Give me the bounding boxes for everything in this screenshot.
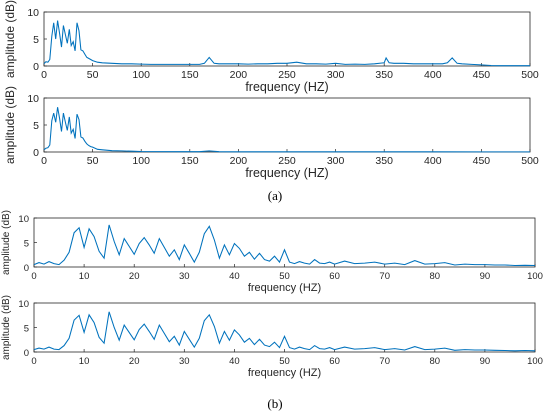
y-tick-label: 5 [24,239,29,250]
x-tick-label: 200 [230,69,248,81]
y-tick-label: 10 [27,7,39,19]
x-tick-label: 0 [31,271,36,282]
x-tick-label: 50 [87,69,99,81]
x-tick-label: 100 [527,356,543,367]
y-tick-label: 10 [18,214,29,225]
x-tick-label: 100 [527,271,543,282]
x-tick-label: 50 [279,271,290,282]
x-tick-label: 350 [375,155,393,167]
x-tick-label: 70 [379,356,390,367]
x-tick-label: 150 [181,69,199,81]
x-tick-label: 40 [229,356,240,367]
x-tick-label: 400 [424,155,442,167]
x-axis-label: frequency (HZ) [245,80,328,94]
x-tick-label: 80 [430,356,441,367]
x-tick-label: 10 [79,356,90,367]
x-tick-label: 40 [229,271,240,282]
x-tick-label: 30 [179,271,190,282]
x-tick-label: 0 [41,155,47,167]
series-line [33,224,536,267]
y-tick-label: 10 [18,299,29,310]
x-tick-label: 90 [480,356,491,367]
x-tick-label: 450 [473,69,491,81]
x-tick-label: 200 [230,155,248,167]
x-tick-label: 20 [129,271,140,282]
x-axis-label: frequency (HZ) [248,282,321,294]
x-tick-label: 500 [521,155,539,167]
caption-a: (a) [268,188,282,203]
y-tick-label: 0 [24,348,29,359]
x-tick-label: 100 [132,69,150,81]
x-tick-label: 300 [327,155,345,167]
y-tick-label: 5 [24,324,29,335]
series-line [43,107,530,153]
x-tick-label: 80 [430,271,441,282]
y-tick-label: 10 [27,93,39,105]
x-tick-label: 250 [278,69,296,81]
x-tick-label: 300 [327,69,345,81]
x-tick-label: 60 [329,356,340,367]
x-tick-label: 50 [87,155,99,167]
x-tick-label: 70 [379,271,390,282]
y-axis-label: amplitude (dB) [1,210,12,275]
x-tick-label: 400 [424,69,442,81]
y-tick-label: 0 [33,147,39,159]
y-axis-label: amplitude (dB) [3,0,17,78]
x-tick-label: 10 [79,271,90,282]
x-axis-label: frequency (HZ) [248,367,321,379]
y-axis-label: amplitude (dB) [3,86,17,164]
chart-a-top: 0 50 100 150 200 250 300 350 400 450 500 0 5 10 freque… [3,0,539,94]
plot-area [43,11,531,67]
x-tick-label: 500 [521,69,539,81]
x-tick-label: 0 [31,356,36,367]
caption-b: (b) [267,396,282,411]
y-tick-label: 5 [33,120,39,132]
x-tick-label: 350 [375,69,393,81]
chart-b-top: 0 10 20 30 40 50 60 70 80 90 100 0 5 10 frequency (HZ)… [1,210,543,294]
x-tick-label: 100 [132,155,150,167]
series-line [43,20,530,67]
series-line [33,311,536,352]
x-axis-label: frequency (HZ) [245,166,328,180]
x-tick-label: 90 [480,271,491,282]
y-axis-label: amplitude (dB) [1,295,12,360]
plot-area [33,217,536,268]
x-tick-label: 150 [181,155,199,167]
x-tick-label: 450 [473,155,491,167]
y-tick-label: 0 [24,263,29,274]
plot-area [33,302,536,353]
x-tick-label: 0 [41,69,47,81]
plot-area [43,97,531,153]
x-tick-label: 30 [179,356,190,367]
x-tick-label: 250 [278,155,296,167]
x-tick-label: 20 [129,356,140,367]
chart-a-bottom: 0 50 100 150 200 250 300 350 400 450 500 0 5 10 freque… [3,86,539,180]
y-tick-label: 5 [33,34,39,46]
x-tick-label: 50 [279,356,290,367]
chart-b-bottom: 0 10 20 30 40 50 60 70 80 90 100 0 5 10 frequency (HZ)… [1,295,543,379]
y-tick-label: 0 [33,61,39,73]
x-tick-label: 60 [329,271,340,282]
